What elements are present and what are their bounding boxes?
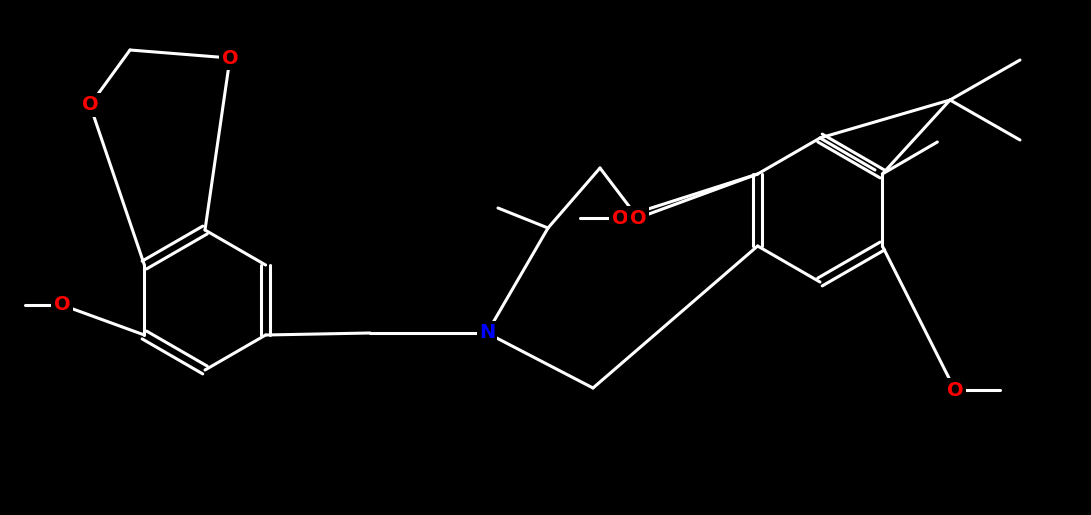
Text: O: O <box>82 95 98 114</box>
Text: O: O <box>947 381 963 400</box>
Text: O: O <box>630 209 646 228</box>
Text: O: O <box>612 209 628 228</box>
Text: O: O <box>221 48 238 67</box>
Text: N: N <box>479 323 495 342</box>
Text: O: O <box>53 296 70 315</box>
